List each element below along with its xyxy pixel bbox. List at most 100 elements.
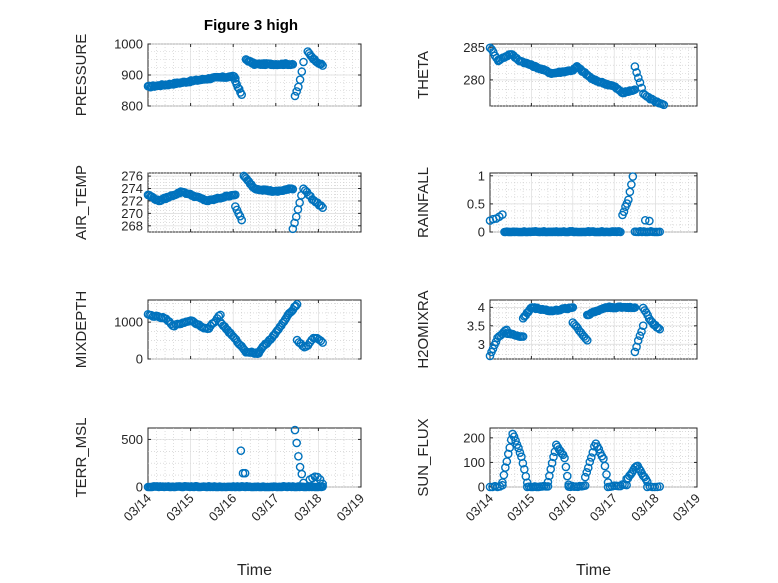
data-point <box>240 468 250 478</box>
y-axis-label: SUN_FLUX <box>415 418 432 496</box>
data-point <box>547 458 557 468</box>
x-tick-label: 03/14 <box>121 491 155 525</box>
data-point <box>543 477 553 487</box>
x-axis-label: Time <box>237 562 272 579</box>
data-point <box>580 481 590 490</box>
x-tick-label: 03/14 <box>463 491 497 525</box>
data-point <box>627 180 636 189</box>
figure-title: Figure 3 high <box>204 17 298 34</box>
data-point <box>286 308 295 317</box>
y-tick-label: 500 <box>121 432 143 447</box>
x-axis-label: Time <box>576 562 611 579</box>
x-tick-label: 03/16 <box>206 491 240 525</box>
y-axis-label: TERR_MSL <box>73 417 90 497</box>
data-point <box>297 469 307 479</box>
y-tick-label: 3 <box>478 337 485 352</box>
data-point <box>318 203 327 212</box>
y-tick-label: 4 <box>478 300 485 315</box>
data-point <box>628 172 638 181</box>
y-tick-label: 0 <box>478 480 485 495</box>
data-point <box>638 321 648 330</box>
data-point <box>237 215 247 225</box>
data-point <box>600 461 610 471</box>
data-point <box>503 449 513 459</box>
data-point <box>488 344 498 354</box>
data-point <box>571 63 580 73</box>
data-point <box>318 479 327 489</box>
data-point <box>315 475 325 484</box>
data-point <box>562 471 572 481</box>
data-point <box>514 443 523 453</box>
y-axis-label: PRESSURE <box>73 34 90 117</box>
data-point <box>292 300 302 309</box>
data-point <box>653 323 663 333</box>
data-point <box>297 67 307 76</box>
data-point <box>237 90 247 99</box>
data-point <box>236 446 246 455</box>
subplot-sun_flux: 0 100 200 03/14 03/15 03/16 03/17 03/18 03/19 SUN… <box>415 418 703 579</box>
data-point <box>643 477 652 487</box>
data-points <box>143 171 327 234</box>
y-axis-label: H2OMIXRA <box>415 290 432 368</box>
data-point <box>637 83 647 93</box>
y-tick-label: 270 <box>121 206 143 221</box>
x-tick-label: 03/17 <box>587 491 621 525</box>
data-point <box>640 472 649 482</box>
x-tick-label: 03/18 <box>628 491 662 525</box>
y-tick-label: 0 <box>478 225 485 240</box>
data-point <box>280 315 290 324</box>
data-point <box>313 472 322 482</box>
subplot-rainfall: 0 0.5 1 RAINFALL <box>415 167 698 240</box>
data-point <box>581 334 590 343</box>
data-points <box>485 172 665 237</box>
y-tick-label: 268 <box>121 218 143 233</box>
data-point <box>543 482 553 491</box>
data-point <box>501 463 510 472</box>
axes-background <box>147 427 362 488</box>
subplot-theta: 280 285 THETA <box>415 40 698 110</box>
data-point <box>637 327 646 336</box>
data-point <box>640 215 650 225</box>
data-point <box>634 73 643 83</box>
data-point <box>645 216 654 226</box>
y-axis-label: AIR_TEMP <box>73 165 90 240</box>
data-point <box>630 347 640 357</box>
data-point <box>299 57 308 67</box>
subplot-h2omixra: 3 3.5 4 H2OMIXRA <box>415 290 698 369</box>
y-tick-label: 1000 <box>114 315 143 330</box>
y-axis-label: MIXDEPTH <box>73 291 90 369</box>
y-tick-label: 0 <box>136 480 143 495</box>
x-tick-label: 03/17 <box>248 491 282 525</box>
x-tick-label: 03/15 <box>504 491 538 525</box>
data-point <box>655 227 665 237</box>
data-point <box>568 303 578 312</box>
data-points <box>485 302 665 361</box>
data-point <box>630 62 640 71</box>
y-tick-label: 1000 <box>114 37 143 52</box>
data-point <box>622 199 632 208</box>
subplot-terr_msl: 0 500 03/14 03/15 03/16 03/17 03/18 03/19 TERR_M… <box>73 417 367 579</box>
data-point <box>231 190 240 200</box>
data-point <box>318 338 327 347</box>
y-tick-label: 276 <box>121 169 143 184</box>
x-tick-label: 03/16 <box>545 491 579 525</box>
data-point <box>292 87 301 96</box>
data-point <box>518 332 528 341</box>
data-point <box>231 74 240 83</box>
data-point <box>630 303 640 312</box>
y-tick-label: 1 <box>478 168 485 183</box>
data-point <box>632 68 641 77</box>
data-point <box>624 195 633 205</box>
data-point <box>580 472 590 482</box>
data-point <box>518 458 528 468</box>
x-tick-label: 03/18 <box>291 491 325 525</box>
data-point <box>298 341 307 351</box>
data-point <box>294 452 303 461</box>
y-tick-label: 285 <box>463 40 485 55</box>
y-axis-label: THETA <box>415 51 432 99</box>
data-point <box>288 60 298 69</box>
data-point <box>509 432 519 441</box>
